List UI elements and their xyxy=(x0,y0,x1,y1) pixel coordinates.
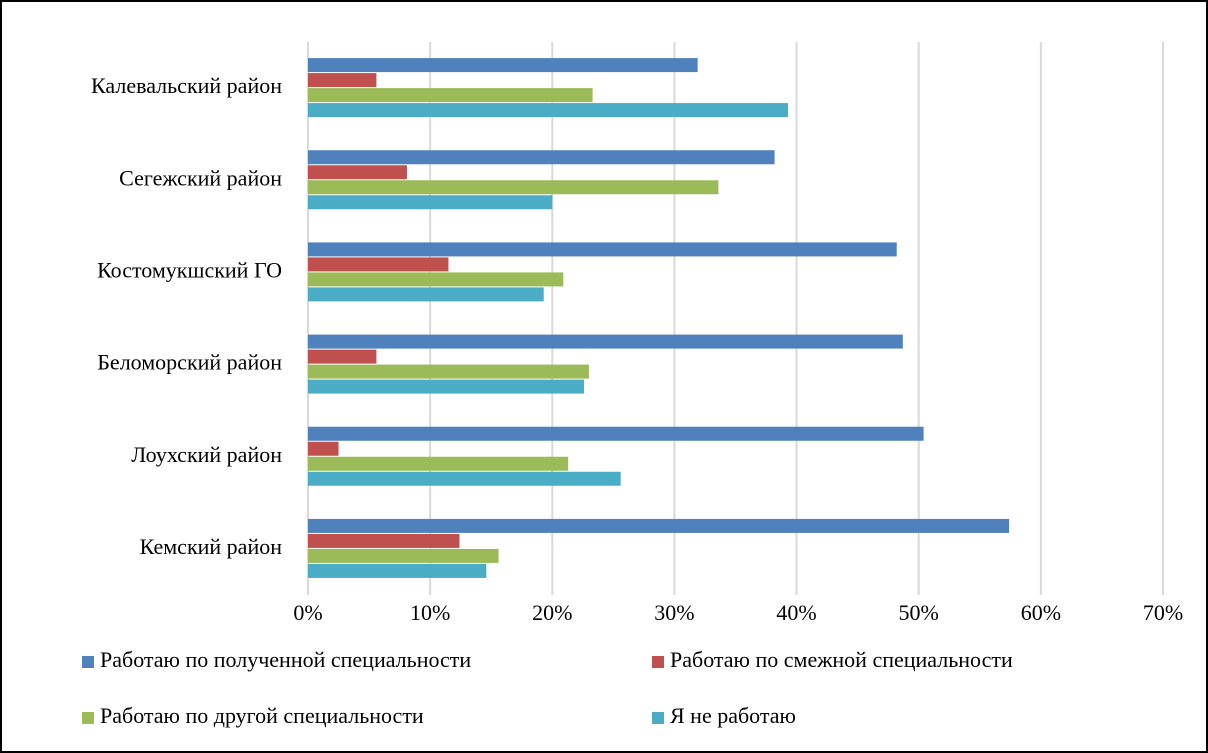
legend-label: Работаю по смежной специальности xyxy=(670,647,1013,672)
x-tick-label: 20% xyxy=(532,600,572,625)
legend-label: Я не работаю xyxy=(670,703,796,728)
bar xyxy=(308,287,544,302)
x-tick-label: 30% xyxy=(654,600,694,625)
y-tick-label: Сегежский район xyxy=(119,165,282,190)
legend-swatch xyxy=(652,656,664,668)
legend-swatch xyxy=(652,712,664,724)
y-tick-label: Костомукшский ГО xyxy=(97,257,282,282)
x-tick-label: 50% xyxy=(899,600,939,625)
legend-label: Работаю по полученной специальности xyxy=(100,647,471,672)
bar xyxy=(308,165,407,180)
bar xyxy=(308,195,553,210)
bar xyxy=(308,364,589,379)
bar xyxy=(308,533,460,548)
bar xyxy=(308,563,487,578)
bar xyxy=(308,518,1010,533)
bar xyxy=(308,88,593,103)
bar xyxy=(308,548,499,563)
y-tick-label: Беломорский район xyxy=(97,350,282,375)
bar xyxy=(308,456,569,471)
bar xyxy=(308,242,897,257)
bar xyxy=(308,257,449,272)
legend-label: Работаю по другой специальности xyxy=(100,703,424,728)
x-tick-label: 60% xyxy=(1021,600,1061,625)
x-tick-label: 0% xyxy=(293,600,322,625)
y-tick-label: Калевальский район xyxy=(91,73,282,98)
bar xyxy=(308,103,789,118)
bar xyxy=(308,379,585,394)
x-tick-label: 40% xyxy=(776,600,816,625)
bar xyxy=(308,272,564,287)
bar xyxy=(308,73,377,88)
bar xyxy=(308,426,924,441)
legend-swatch xyxy=(82,656,94,668)
x-tick-label: 70% xyxy=(1143,600,1183,625)
bar xyxy=(308,349,377,364)
y-tick-label: Кемский район xyxy=(140,534,283,559)
legend-swatch xyxy=(82,712,94,724)
bar xyxy=(308,471,621,486)
bar xyxy=(308,150,775,165)
bar xyxy=(308,180,719,195)
y-tick-label: Лоухский район xyxy=(131,442,282,467)
x-tick-label: 10% xyxy=(410,600,450,625)
bar xyxy=(308,58,698,73)
bar xyxy=(308,334,903,349)
bar xyxy=(308,441,339,456)
